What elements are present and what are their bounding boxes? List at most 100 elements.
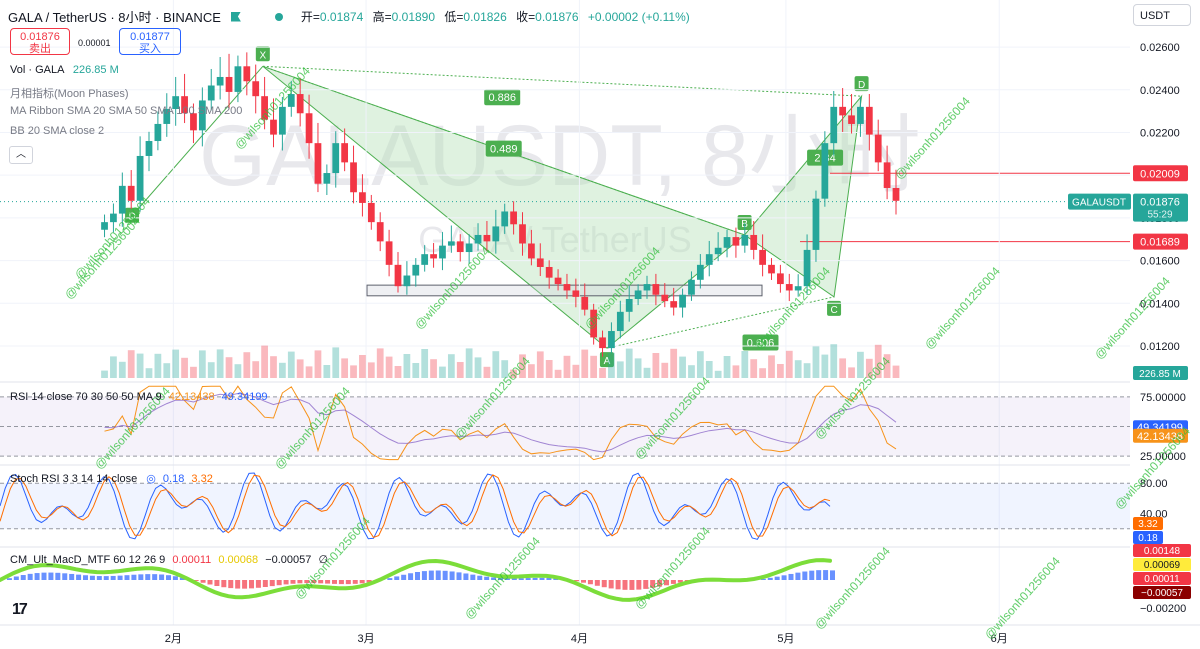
- stoch-k-badge: [1133, 531, 1163, 544]
- volume-bar: [403, 354, 411, 378]
- macd-value: 0.00148: [1144, 546, 1181, 557]
- candle-body: [803, 249, 811, 287]
- rsi-label[interactable]: RSI 14 close 70 30 50 50 MA 9 42.13438 4…: [10, 391, 268, 403]
- volume-bar: [688, 365, 695, 378]
- volume-bar: [519, 354, 526, 378]
- candle-body: [501, 211, 509, 227]
- macd-histogram-bar: [809, 570, 815, 580]
- volume-bar: [492, 351, 500, 378]
- harmonic-point-marker: [827, 300, 842, 316]
- macd-histogram-bar: [159, 574, 165, 580]
- candle-body: [101, 222, 108, 230]
- volume-bar: [857, 351, 864, 378]
- macd-histogram-bar: [131, 574, 137, 580]
- watermark-handle: @wilsonh01256004: [812, 544, 893, 632]
- macd-badge: [1133, 572, 1191, 585]
- current-price-value: 0.01876: [1140, 197, 1180, 209]
- ma-ribbon-label[interactable]: MA Ribbon SMA 20 SMA 50 SMA 100 SMA 200: [10, 105, 243, 117]
- time-tick-label: 6月: [991, 633, 1008, 645]
- volume-bar: [136, 353, 144, 378]
- macd-histogram-bar: [664, 580, 669, 586]
- candle-body: [883, 162, 891, 188]
- macd-histogram-bar: [338, 580, 344, 585]
- time-tick-label: 2月: [165, 633, 182, 645]
- macd-histogram-bar: [69, 573, 75, 580]
- volume-bar: [456, 362, 464, 378]
- harmonic-ratio-label: 0.489: [490, 144, 518, 156]
- macd-histogram-bar: [352, 580, 358, 584]
- macd-histogram-bar: [297, 580, 303, 584]
- macd-histogram-bar: [41, 572, 47, 580]
- macd-histogram-bar: [532, 577, 538, 580]
- candle-body: [696, 264, 704, 280]
- moon-phase-label[interactable]: 月相指标(Moon Phases): [10, 88, 129, 100]
- watermark-handle: @wilsonh01256004: [922, 264, 1003, 352]
- time-tick-label: 5月: [777, 633, 794, 645]
- macd-histogram-bar: [408, 573, 414, 580]
- tradingview-logo[interactable]: 17: [12, 601, 28, 618]
- candle-body: [216, 76, 224, 86]
- volume-bar: [777, 364, 784, 378]
- sell-button[interactable]: 0.01876 卖出: [10, 28, 70, 55]
- candle-body: [296, 94, 304, 114]
- macd-histogram-bar: [55, 572, 61, 580]
- macd-histogram-bar: [255, 580, 261, 588]
- volume-bar: [198, 350, 206, 378]
- macd-histogram-bar: [470, 574, 476, 580]
- watermark-handle: @wilsonh01256004: [982, 554, 1063, 642]
- macd-histogram-bar: [166, 575, 171, 580]
- macd-histogram-bar: [415, 572, 420, 580]
- candle-body: [590, 309, 598, 338]
- volume-bar: [190, 366, 197, 378]
- candle-body: [510, 211, 517, 225]
- time-tick-label: 3月: [357, 633, 374, 645]
- volume-bar: [412, 363, 420, 378]
- price-tick-label: 0.02600: [1140, 42, 1180, 54]
- currency-select[interactable]: USDT: [1133, 4, 1191, 26]
- rsi-tick-label: 25.00000: [1140, 451, 1186, 463]
- stoch-d-line: [0, 474, 831, 538]
- candle-body: [385, 241, 393, 265]
- stoch-rsi-label[interactable]: Stoch RSI 3 3 14 14 close ◎ 0.18 3.32: [10, 473, 213, 485]
- rsi-tick-label: 75.00000: [1140, 392, 1186, 404]
- volume-bar: [314, 350, 322, 378]
- volume-bar: [118, 361, 126, 378]
- candle-body: [243, 66, 251, 82]
- macd-label[interactable]: CM_Ult_MacD_MTF 60 12 26 9 0.00011 0.000…: [10, 554, 329, 566]
- macd-histogram-bar: [643, 580, 649, 589]
- macd-histogram-bar: [518, 578, 524, 580]
- harmonic-triangle-bcd: [743, 94, 863, 298]
- macd-histogram-bar: [795, 572, 801, 580]
- bollinger-label[interactable]: BB 20 SMA close 2: [10, 125, 105, 137]
- macd-histogram-bar: [774, 576, 780, 580]
- macd-histogram-bar: [823, 570, 829, 580]
- symbol-title[interactable]: GALA / TetherUS · 8小时 · BINANCE: [8, 10, 221, 25]
- macd-histogram-bar: [110, 575, 116, 580]
- spread-value: 0.00001: [78, 38, 111, 48]
- macd-histogram-bar: [193, 580, 199, 581]
- buy-button[interactable]: 0.01877 买入: [119, 28, 181, 55]
- volume-indicator-label[interactable]: Vol · GALA 226.85 M: [10, 64, 119, 76]
- macd-histogram-bar: [48, 572, 54, 580]
- volume-bar: [394, 366, 402, 378]
- volume-bar: [234, 364, 242, 378]
- macd-histogram-bar: [802, 571, 808, 580]
- harmonic-point-marker: [737, 214, 752, 230]
- macd-badge: [1133, 558, 1191, 571]
- volume-bar: [732, 365, 740, 378]
- volume-bar: [696, 351, 704, 378]
- macd-histogram-bar: [83, 575, 88, 580]
- market-status-icon: [274, 12, 283, 21]
- volume-bar: [110, 356, 117, 378]
- sell-price: 0.01876: [20, 31, 60, 43]
- volume-bar: [341, 358, 349, 378]
- macd-histogram-bar: [89, 575, 95, 580]
- macd-histogram-bar: [788, 573, 794, 580]
- volume-bar: [367, 362, 375, 378]
- flag-icon[interactable]: [230, 11, 241, 22]
- symbol-badge-text: GALAUSDT: [1072, 198, 1126, 209]
- collapse-indicators-button[interactable]: ︿: [9, 146, 33, 164]
- macd-histogram-bar: [96, 576, 102, 580]
- macd-histogram-bar: [511, 578, 517, 580]
